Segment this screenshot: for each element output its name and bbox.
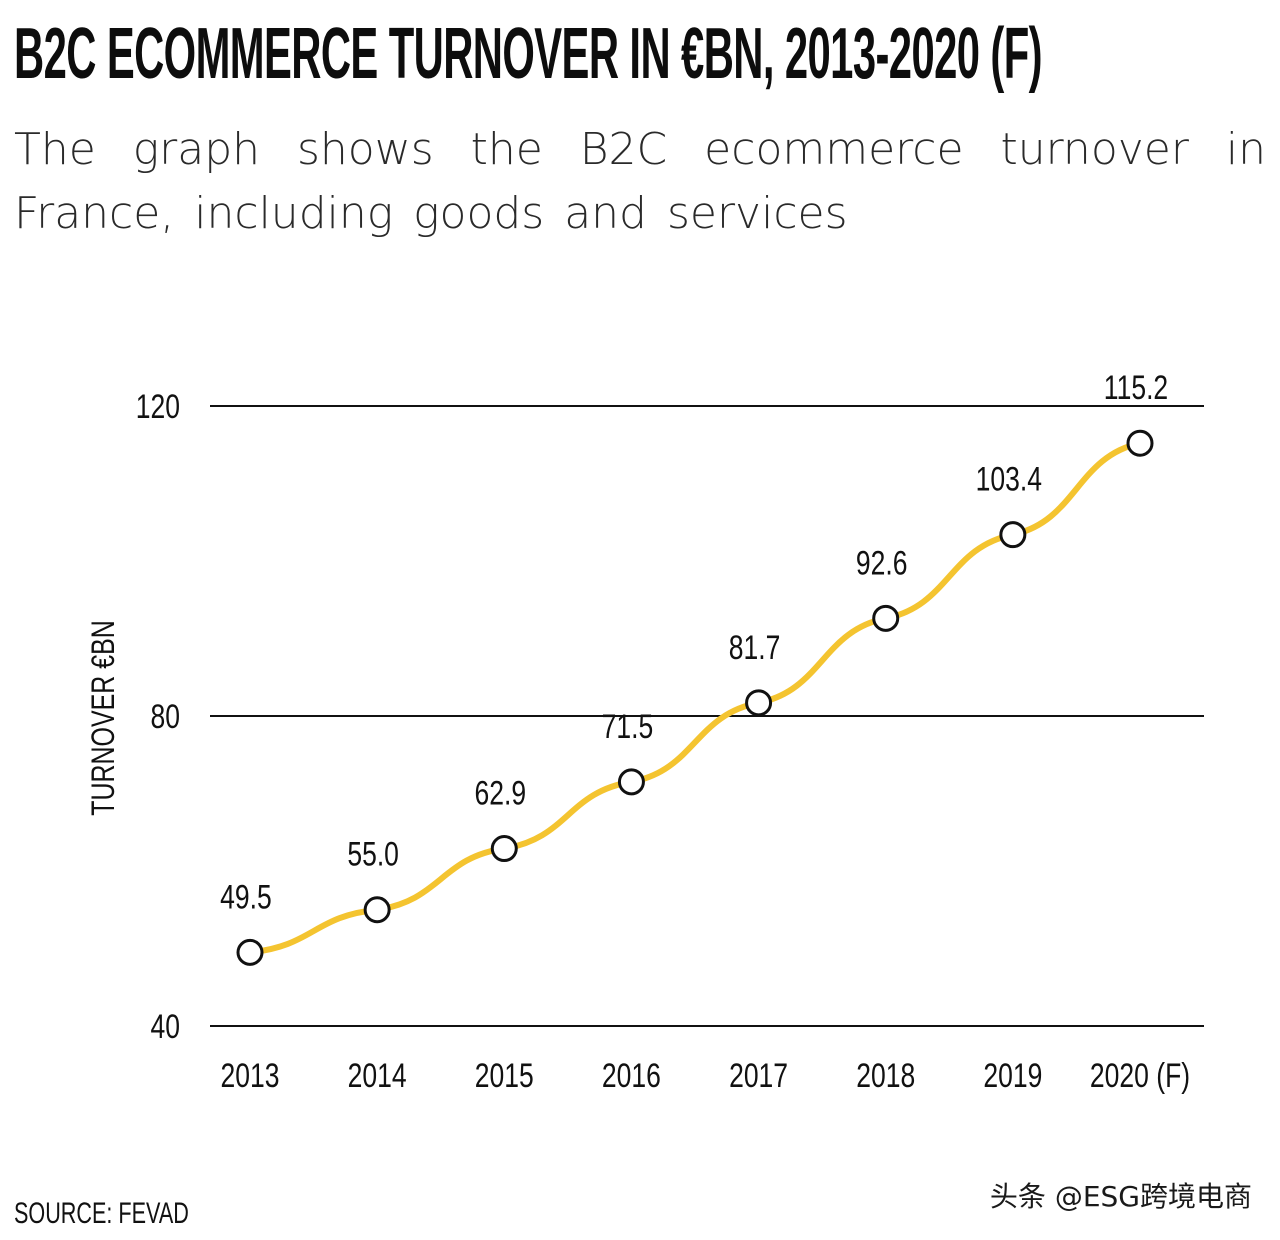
data-label: 71.5 <box>602 708 654 746</box>
x-tick-label: 2013 <box>221 1057 280 1095</box>
x-tick-label: 2014 <box>348 1057 407 1095</box>
y-axis-label: TURNOVER €BN <box>86 620 122 815</box>
x-axis-ticks: 2013 2014 2015 2016 2017 2018 2019 2020 (F) <box>221 1057 1191 1095</box>
chart-title: B2C ECOMMERCE TURNOVER IN €BN, 2013-2020… <box>14 14 1043 94</box>
y-axis-ticks: 40 80 120 <box>136 388 180 1046</box>
gridlines <box>210 405 1204 1027</box>
data-label: 115.2 <box>1104 369 1168 407</box>
data-point <box>872 604 900 632</box>
y-tick-label: 40 <box>150 1008 180 1046</box>
data-label: 49.5 <box>220 878 272 916</box>
data-point <box>363 896 391 924</box>
x-tick-label: 2016 <box>602 1057 661 1095</box>
data-labels: 49.5 55.0 62.9 71.5 81.7 92.6 103.4 115.2 <box>220 369 1168 916</box>
data-label: 92.6 <box>856 544 908 582</box>
source-note: SOURCE: FEVAD <box>14 1197 189 1230</box>
x-tick-label: 2018 <box>856 1057 915 1095</box>
x-tick-label: 2020 (F) <box>1090 1057 1190 1095</box>
data-point <box>999 521 1027 549</box>
chart-subtitle: The graph shows the B2C ecommerce turnov… <box>14 124 1266 239</box>
series-line <box>247 440 1143 956</box>
y-tick-label: 120 <box>136 388 180 426</box>
data-point <box>1126 429 1154 457</box>
data-point <box>490 835 518 863</box>
data-label: 81.7 <box>729 629 781 667</box>
data-label: 103.4 <box>976 461 1042 499</box>
data-label: 55.0 <box>347 836 399 874</box>
data-point <box>617 768 645 796</box>
data-point <box>745 689 773 717</box>
y-tick-label: 80 <box>150 698 180 736</box>
watermark: 头条 @ESG跨境电商 <box>989 1180 1252 1213</box>
x-tick-label: 2019 <box>983 1057 1042 1095</box>
data-label: 62.9 <box>474 774 526 812</box>
x-tick-label: 2015 <box>475 1057 534 1095</box>
x-tick-label: 2017 <box>729 1057 788 1095</box>
data-points <box>236 429 1154 966</box>
data-point <box>236 938 264 966</box>
